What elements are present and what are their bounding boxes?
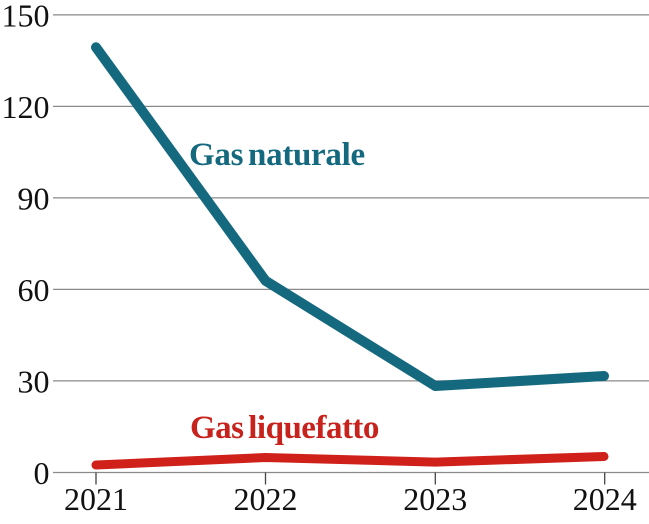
svg-text:0: 0 <box>34 455 50 491</box>
svg-text:2024: 2024 <box>573 481 637 517</box>
svg-text:90: 90 <box>18 180 50 216</box>
svg-text:120: 120 <box>2 89 50 125</box>
svg-text:60: 60 <box>18 272 50 308</box>
svg-text:2021: 2021 <box>64 481 128 517</box>
svg-text:150: 150 <box>2 0 50 33</box>
svg-text:30: 30 <box>18 363 50 399</box>
svg-text:Gas liquefatto: Gas liquefatto <box>190 410 379 446</box>
svg-text:2022: 2022 <box>234 481 298 517</box>
svg-text:Gas naturale: Gas naturale <box>189 137 365 173</box>
svg-text:2023: 2023 <box>403 481 467 517</box>
